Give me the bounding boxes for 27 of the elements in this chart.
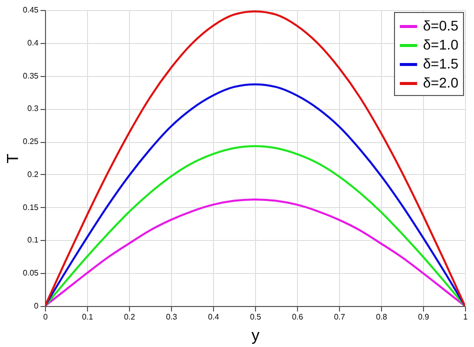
x-tick-label: 0.6 [292,312,304,322]
x-tick-label: 0.2 [124,312,136,322]
x-tick-label: 0.8 [376,312,388,322]
legend-label: δ=2.0 [423,74,459,90]
y-tick-label: 0.3 [27,104,40,114]
x-tick-label: 0.7 [334,312,346,322]
y-tick-label: 0.05 [22,268,40,278]
legend-label: δ=0.5 [423,18,459,34]
x-tick-label: 0.5 [250,312,262,322]
x-tick-label: 0.4 [208,312,220,322]
y-tick-label: 0.1 [27,236,40,245]
legend-label: δ=1.5 [423,56,459,72]
y-tick-label: 0.2 [27,170,40,179]
y-tick-label: 0.45 [22,6,40,14]
x-tick-label: 1 [463,312,468,322]
x-tick-label: 0.1 [82,312,94,322]
y-axis-title: T [4,153,22,164]
x-tick-label: 0 [43,312,48,322]
y-tick-label: 0 [34,302,40,310]
y-tick-label: 0.4 [27,38,40,48]
y-tick-label: 0.15 [22,202,40,212]
x-tick-label: 0.9 [418,312,430,322]
x-axis-title: y [252,328,260,344]
y-tick-label: 0.25 [22,137,40,146]
y-tick-label: 0.35 [22,71,40,80]
legend-label: δ=1.0 [423,36,459,52]
x-tick-label: 0.3 [166,312,178,322]
